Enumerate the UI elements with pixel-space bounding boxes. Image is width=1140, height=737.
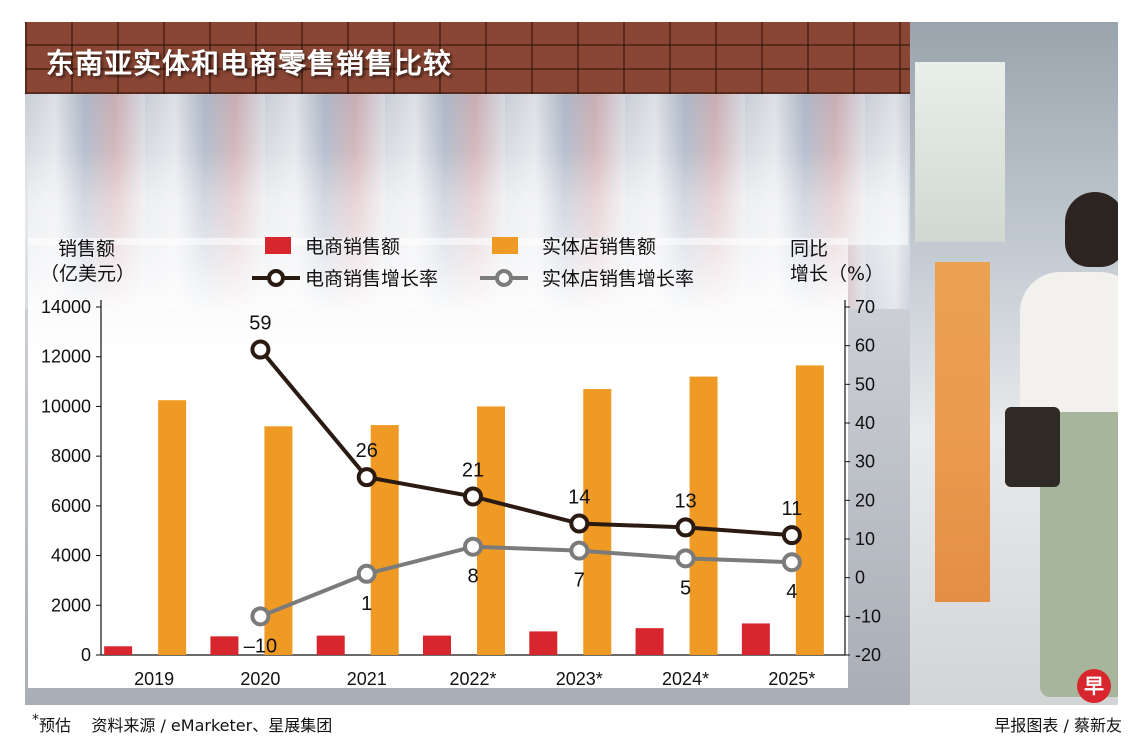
shopper-body-photo [1020,272,1118,422]
y-right-label-line1: 同比 [790,238,828,260]
point-store-growth [250,606,271,627]
y-left-tick-label: 12000 [41,347,91,367]
point-store-growth [569,540,590,561]
data-label-store-growth: 5 [680,577,691,599]
growth-lines: 59 26 21 14 13 11 –10 1 8 7 5 4 [244,313,802,658]
x-tick-label: 2022* [449,669,496,689]
point-ecommerce-growth [356,467,377,488]
data-label-ecommerce-growth: 14 [568,487,590,509]
bar-store-sales [689,376,718,655]
bars [104,365,824,655]
bar-store-sales [477,406,505,655]
data-label-ecommerce-growth: 21 [462,459,484,481]
store-pillar-photo [935,262,990,602]
y-right-tick-label: 0 [855,568,865,588]
y-right-tick-label: -20 [855,645,881,665]
data-label-store-growth: –10 [244,635,277,657]
data-label-store-growth: 1 [361,593,372,615]
y-right-ticks: -20 -10 0 10 20 30 40 50 60 70 [845,297,881,665]
legend-label-store-growth: 实体店销售增长率 [542,268,694,290]
bar-ecommerce-sales [104,646,133,655]
data-label-ecommerce-growth: 26 [356,440,378,462]
bar-store-sales [158,400,187,655]
y-right-label-line2: 增长（%） [790,263,884,285]
legend-label-store-sales: 实体店销售额 [542,236,656,258]
bar-ecommerce-sales [210,636,239,655]
data-label-ecommerce-growth: 13 [674,490,696,512]
y-left-tick-label: 4000 [51,546,91,566]
bar-ecommerce-sales [423,635,451,655]
legend-marker-ecommerce-growth [267,269,285,287]
y-left-tick-label: 0 [81,645,91,665]
x-tick-label: 2020 [240,669,280,689]
y-right-tick-label: 30 [855,452,875,472]
point-store-growth [781,552,802,573]
legend-swatch-ecommerce-sales [265,237,291,254]
x-ticks: 2019 2020 2021 2022* 2023* 2024* 2025* [134,669,815,689]
data-label-store-growth: 8 [467,566,478,588]
y-left-tick-label: 10000 [41,396,91,416]
point-ecommerce-growth [463,486,483,507]
point-ecommerce-growth [781,525,802,546]
shopper-bag-photo [1005,407,1060,487]
shopper-head-photo [1065,192,1118,267]
y-left-tick-label: 8000 [51,446,91,466]
y-left-tick-label: 2000 [51,595,91,615]
bar-ecommerce-sales [316,635,345,655]
y-left-tick-label: 14000 [41,297,91,317]
y-left-ticks: 0 2000 4000 6000 8000 10000 12000 14000 [41,297,101,665]
line-ecommerce-growth [258,348,793,538]
y-left-label-line2: （亿美元） [40,263,135,285]
data-label-store-growth: 4 [786,581,797,603]
data-label-ecommerce-growth: 59 [249,313,271,335]
y-left-label-line1: 销售额 [58,238,115,260]
point-ecommerce-growth [675,517,696,538]
point-store-growth [356,563,377,584]
zaobao-logo: 早 [1077,669,1111,703]
x-tick-label: 2023* [556,669,603,689]
legend-marker-store-growth [495,269,513,287]
chart-title: 东南亚实体和电商零售销售比较 [46,47,453,80]
footnote-source: 资料来源 / eMarketer、星展集团 [91,716,333,735]
bar-ecommerce-sales [529,631,558,655]
bar-store-sales [795,365,824,655]
brick-wall-photo [25,22,915,94]
point-store-growth [463,536,483,557]
chart-background [25,22,1118,705]
y-right-tick-label: 50 [855,374,875,394]
bar-store-sales [370,425,399,655]
bar-ecommerce-sales [635,628,664,655]
photo-fade [28,150,908,245]
data-label-ecommerce-growth: 11 [781,498,802,520]
x-tick-label: 2025* [768,669,815,689]
y-right-tick-label: 20 [855,490,875,510]
x-tick-label: 2021 [347,669,387,689]
y-right-tick-label: 70 [855,297,875,317]
store-sign-photo [915,62,1005,242]
y-left-tick-label: 6000 [51,496,91,516]
y-right-tick-label: 60 [855,336,875,356]
data-label-store-growth: 7 [574,570,585,592]
x-tick-label: 2024* [662,669,709,689]
bar-ecommerce-sales [741,623,770,655]
legend-label-ecommerce-growth: 电商销售增长率 [305,268,438,290]
legend-label-ecommerce-sales: 电商销售额 [305,236,400,258]
y-right-tick-label: -10 [855,606,881,626]
point-ecommerce-growth [250,339,271,360]
point-store-growth [675,548,696,569]
point-ecommerce-growth [569,513,590,534]
credit: 早报图表 / 蔡新友 [994,716,1122,735]
footnote-estimate: 预估 [39,716,72,735]
legend-swatch-store-sales [492,237,518,254]
x-tick-label: 2019 [134,669,174,689]
footnote: *预估 资料来源 / eMarketer、星展集团 [32,712,332,736]
y-right-tick-label: 40 [855,413,875,433]
footnote-star: * [32,712,39,728]
y-right-tick-label: 10 [855,529,875,549]
line-store-growth [259,544,792,619]
